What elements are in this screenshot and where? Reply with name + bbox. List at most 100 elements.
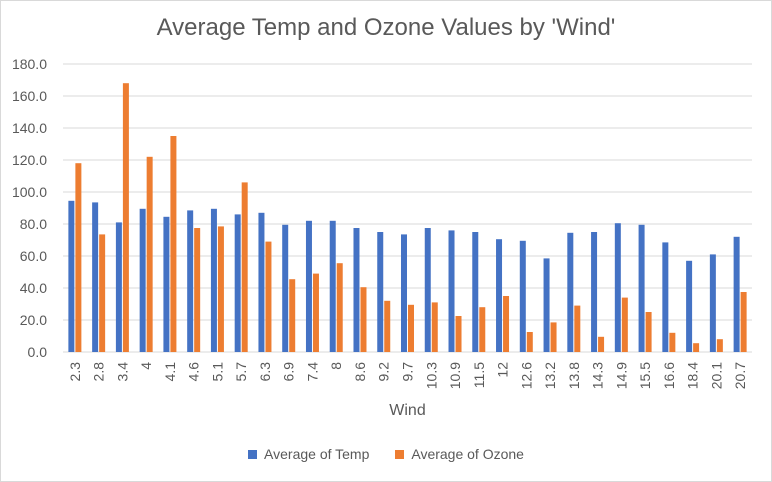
x-tick-label: 11.5 [471,362,487,388]
bar-temp [92,202,99,352]
bar-temp [638,224,645,352]
bar-temp [115,222,122,352]
bar-ozone [693,343,700,352]
bar-ozone [217,226,224,352]
x-tick-label: 20.7 [732,362,748,389]
bar-ozone [312,273,319,352]
bar-ozone [384,300,391,352]
x-axis-title: Wind [389,402,425,419]
bar-temp [353,228,360,352]
bar-temp [496,239,503,352]
bar-temp [424,228,431,352]
x-axis-ticks: 2.3 2.8 3.4 4 4.1 4.6 5.1 5.7 6.3 6.9 7.4 8 8.6 9.2 9.… [67,362,748,389]
bar-temp [543,258,550,352]
x-tick-label: 9.2 [376,362,392,382]
x-tick-label: 4 [138,362,154,370]
legend-label-ozone: Average of Ozone [411,446,524,462]
bar-ozone [574,305,581,352]
x-tick-label: 13.8 [566,362,582,389]
bar-temp [686,260,693,352]
bar-temp [234,214,241,352]
x-tick-label: 5.7 [233,362,249,382]
y-tick-label: 20.0 [20,312,47,328]
bar-ozone [265,241,272,352]
gridlines [63,63,752,353]
bar-temp [163,216,170,352]
legend-swatch-temp [248,449,258,459]
x-tick-label: 6.9 [281,362,297,382]
legend-item-ozone: Average of Ozone [395,446,524,462]
y-tick-label: 160.0 [12,88,47,104]
bar-temp [709,254,716,352]
bar-ozone [122,83,129,352]
x-tick-label: 3.4 [114,362,130,382]
bar-temp [258,212,265,352]
bar-ozone [336,263,343,352]
x-tick-label: 10.9 [447,362,463,389]
bar-ozone [146,156,153,352]
y-axis-ticks: 0.0 20.0 40.0 60.0 80.0 100.0 120.0 140.0 160.0 1… [12,56,47,360]
bar-ozone [99,234,106,352]
x-tick-label: 13.2 [542,362,558,389]
bar-ozone [194,228,201,352]
bar-temp [282,224,289,352]
x-tick-label: 16.6 [661,362,677,389]
bar-temp [187,210,194,352]
x-tick-label: 2.3 [67,362,83,382]
bar-temp [472,232,479,352]
bar-ozone [289,279,296,352]
bar-temp [519,240,526,352]
bar-temp [733,236,740,352]
bar-ozone [503,296,510,352]
bar-ozone [740,292,747,352]
bars [68,83,747,352]
x-tick-label: 8 [328,362,344,370]
x-tick-label: 4.6 [186,362,202,382]
bar-ozone [550,322,557,352]
bar-temp [210,208,217,352]
bar-ozone [645,312,652,352]
x-tick-label: 14.9 [613,362,629,389]
legend-swatch-ozone [395,449,405,459]
bar-ozone [75,163,82,352]
bar-temp [401,234,407,352]
bar-temp [305,220,312,352]
y-tick-label: 60.0 [20,248,47,264]
bar-temp [139,208,146,352]
bar-ozone [241,182,248,352]
y-tick-label: 100.0 [12,184,47,200]
x-tick-label: 4.1 [162,362,178,382]
legend: Average of Temp Average of Ozone [0,446,772,462]
bar-temp [662,242,669,352]
x-tick-label: 20.1 [708,362,724,389]
x-tick-label: 8.6 [352,362,368,382]
x-tick-label: 6.3 [257,362,273,382]
bar-ozone [526,332,533,352]
y-tick-label: 120.0 [12,152,47,168]
bar-ozone [669,332,676,352]
bar-temp [591,232,598,352]
bar-temp [614,223,621,352]
y-tick-label: 40.0 [20,280,47,296]
x-tick-label: 2.8 [91,362,107,382]
y-tick-label: 0.0 [28,344,48,360]
bar-ozone [408,304,414,352]
legend-label-temp: Average of Temp [264,446,370,462]
x-tick-label: 14.3 [590,362,606,389]
bar-temp [448,230,455,352]
y-tick-label: 140.0 [12,120,47,136]
y-tick-label: 180.0 [12,56,47,72]
bar-ozone [479,307,486,352]
chart-title: Average Temp and Ozone Values by 'Wind' [156,14,616,41]
x-tick-label: 12.6 [518,362,534,389]
x-tick-label: 9.7 [400,362,416,382]
bar-ozone [598,336,605,352]
bar-temp [567,232,574,352]
x-tick-label: 7.4 [304,362,320,382]
bar-temp [68,200,75,352]
bar-temp [329,220,336,352]
bar-ozone [360,287,367,352]
x-tick-label: 10.3 [423,362,439,389]
x-tick-label: 12 [495,362,511,378]
